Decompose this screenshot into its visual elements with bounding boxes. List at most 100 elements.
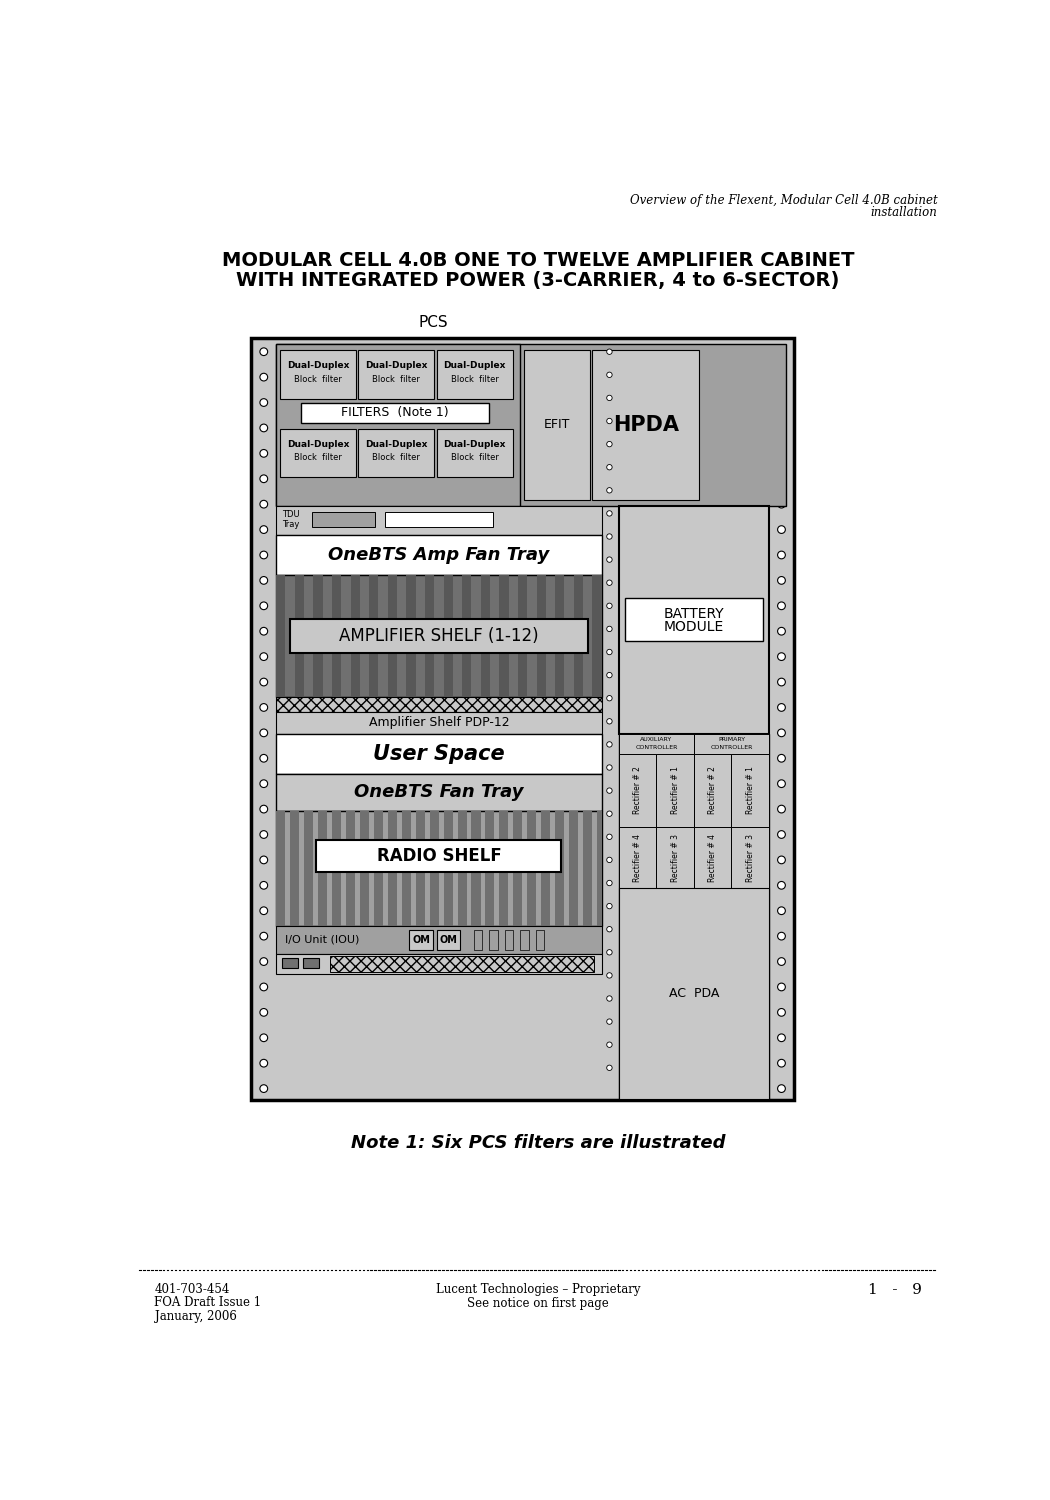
Bar (500, 574, 508, 696)
Circle shape (778, 424, 785, 432)
Bar (618, 506, 769, 734)
Circle shape (260, 933, 268, 940)
Bar (276, 536, 602, 574)
Text: I/O Unit (IOU): I/O Unit (IOU) (286, 934, 360, 945)
Circle shape (607, 350, 612, 354)
Text: EFIT: EFIT (544, 419, 570, 432)
Bar (402, 810, 411, 926)
Circle shape (260, 399, 268, 406)
Text: Rectifier # 3: Rectifier # 3 (671, 834, 679, 882)
Text: Block  filter: Block filter (450, 375, 499, 384)
Text: Dual-Duplex: Dual-Duplex (443, 440, 506, 448)
Bar (513, 810, 523, 926)
Circle shape (607, 903, 612, 909)
Text: MODULAR CELL 4.0B ONE TO TWELVE AMPLIFIER CABINET: MODULAR CELL 4.0B ONE TO TWELVE AMPLIFIE… (222, 252, 855, 270)
Circle shape (607, 1042, 612, 1047)
Bar (527, 810, 537, 926)
Circle shape (260, 627, 268, 634)
Circle shape (260, 806, 268, 813)
Text: PRIMARY: PRIMARY (718, 738, 746, 742)
Bar (694, 734, 769, 753)
Bar (625, 598, 763, 640)
Circle shape (607, 718, 612, 724)
Bar (276, 774, 602, 810)
Circle shape (607, 556, 612, 562)
Bar (290, 620, 588, 652)
Circle shape (260, 602, 268, 609)
Bar (301, 402, 488, 423)
Text: Dual-Duplex: Dual-Duplex (287, 440, 350, 448)
Circle shape (607, 580, 612, 585)
Bar (518, 574, 527, 696)
Bar (406, 574, 416, 696)
Text: Rectifier # 3: Rectifier # 3 (746, 834, 755, 882)
Bar (295, 574, 304, 696)
Bar (618, 827, 656, 888)
Circle shape (607, 996, 612, 1000)
Circle shape (607, 950, 612, 956)
Bar (592, 350, 699, 500)
Circle shape (607, 834, 612, 840)
Circle shape (260, 1084, 268, 1092)
Bar (541, 810, 550, 926)
Circle shape (778, 704, 785, 711)
Circle shape (260, 908, 268, 915)
Text: Rectifier # 2: Rectifier # 2 (633, 766, 642, 814)
Circle shape (607, 419, 612, 423)
Circle shape (607, 741, 612, 747)
Circle shape (260, 576, 268, 585)
Text: Note 1: Six PCS filters are illustrated: Note 1: Six PCS filters are illustrated (351, 1134, 726, 1152)
Bar (276, 344, 521, 506)
Text: AC  PDA: AC PDA (669, 987, 719, 1000)
Circle shape (260, 754, 268, 762)
Text: MODULE: MODULE (664, 621, 724, 634)
Bar (276, 712, 602, 734)
Circle shape (260, 957, 268, 966)
Circle shape (260, 348, 268, 355)
Bar (280, 350, 356, 399)
Text: AMPLIFIER SHELF (1-12): AMPLIFIER SHELF (1-12) (339, 627, 539, 645)
Bar (618, 888, 769, 1098)
Circle shape (260, 501, 268, 509)
Bar (251, 338, 794, 1100)
Circle shape (260, 982, 268, 992)
Circle shape (778, 982, 785, 992)
Circle shape (260, 882, 268, 890)
Bar (351, 574, 360, 696)
Bar (583, 810, 592, 926)
Text: Rectifier # 4: Rectifier # 4 (708, 834, 717, 882)
Text: TDU: TDU (282, 510, 300, 519)
Text: OM: OM (413, 934, 430, 945)
Bar (280, 429, 356, 477)
Text: OneBTS Amp Fan Tray: OneBTS Amp Fan Tray (329, 546, 549, 564)
Bar (443, 810, 453, 926)
Bar (732, 753, 769, 827)
Circle shape (607, 510, 612, 516)
Circle shape (260, 1059, 268, 1066)
Circle shape (607, 880, 612, 885)
Circle shape (778, 678, 785, 686)
Bar (358, 429, 435, 477)
Text: Dual-Duplex: Dual-Duplex (365, 440, 427, 448)
Text: Dual-Duplex: Dual-Duplex (443, 362, 506, 370)
Circle shape (778, 806, 785, 813)
Circle shape (778, 1034, 785, 1041)
Bar (276, 696, 602, 712)
Circle shape (778, 399, 785, 406)
Bar (276, 926, 602, 954)
Bar (481, 574, 490, 696)
Bar (471, 810, 481, 926)
Circle shape (607, 856, 612, 862)
Bar (282, 958, 298, 969)
Text: Rectifier # 4: Rectifier # 4 (633, 834, 642, 882)
Bar (303, 958, 319, 969)
Bar (276, 574, 602, 696)
Bar (524, 350, 590, 500)
Circle shape (778, 501, 785, 509)
Text: FILTERS  (Note 1): FILTERS (Note 1) (341, 406, 448, 418)
Bar (474, 930, 482, 950)
Circle shape (607, 672, 612, 678)
Circle shape (260, 729, 268, 736)
Bar (370, 574, 378, 696)
Circle shape (778, 550, 785, 560)
